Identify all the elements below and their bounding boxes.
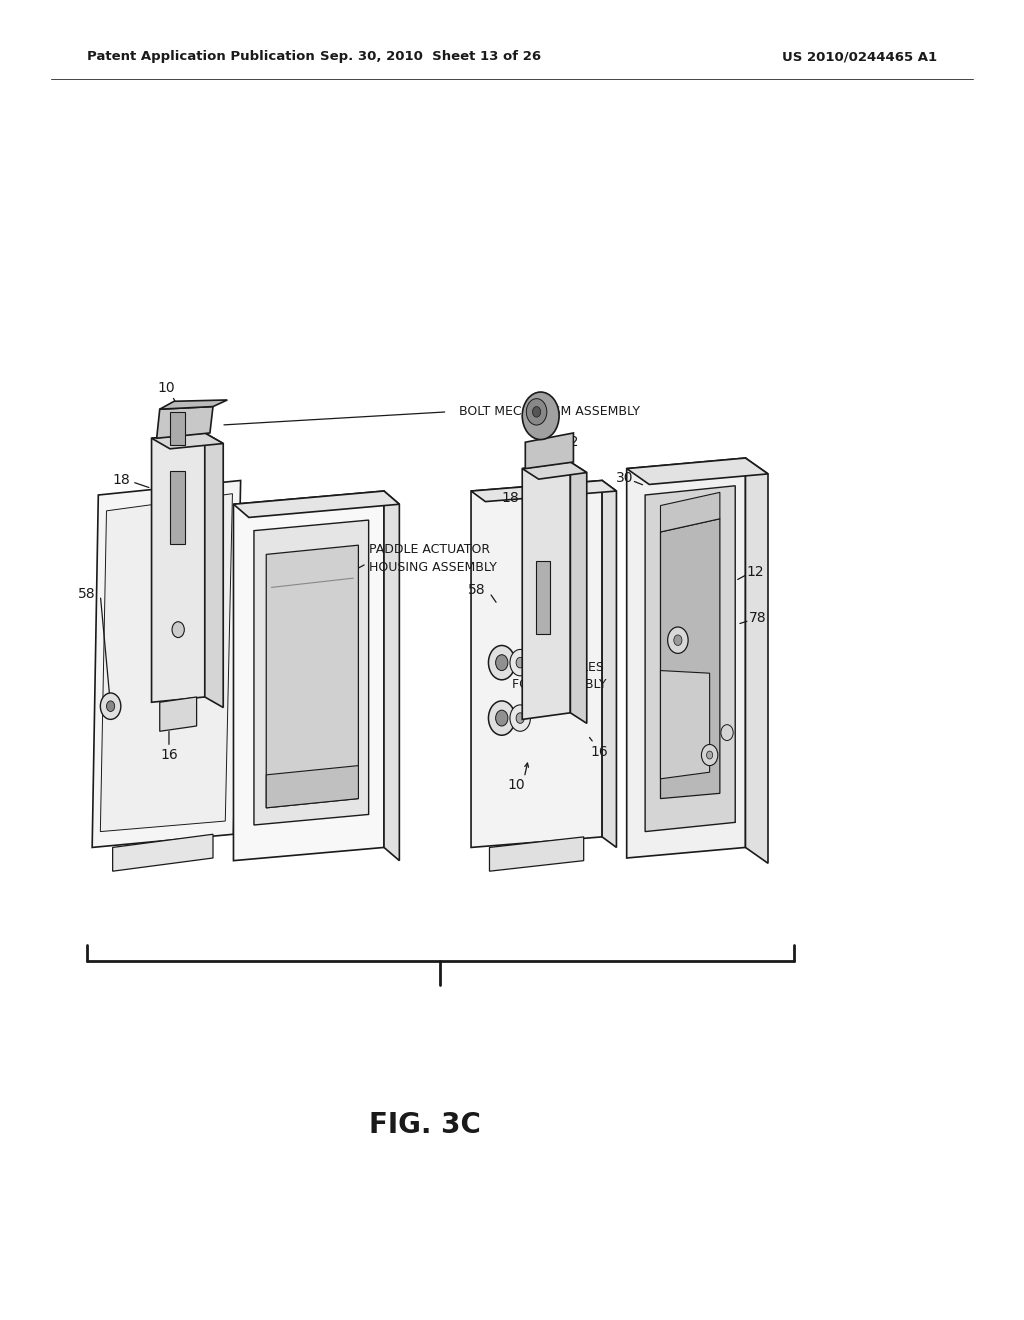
Polygon shape: [522, 462, 587, 479]
Circle shape: [516, 713, 524, 723]
Polygon shape: [627, 458, 745, 858]
Polygon shape: [660, 492, 720, 532]
Text: SCREW HOLES
FOR ASSEMBLY: SCREW HOLES FOR ASSEMBLY: [512, 660, 606, 692]
Text: 12: 12: [325, 667, 343, 680]
Text: 30: 30: [615, 471, 634, 484]
Text: Sep. 30, 2010  Sheet 13 of 26: Sep. 30, 2010 Sheet 13 of 26: [319, 50, 541, 63]
Polygon shape: [384, 491, 399, 861]
Polygon shape: [113, 834, 213, 871]
Polygon shape: [266, 545, 358, 808]
Text: FIG. 3C: FIG. 3C: [369, 1110, 481, 1139]
Polygon shape: [602, 480, 616, 847]
Text: Patent Application Publication: Patent Application Publication: [87, 50, 314, 63]
Circle shape: [674, 635, 682, 645]
Text: 10: 10: [157, 381, 175, 395]
Text: BOLT MECHANISM ASSEMBLY: BOLT MECHANISM ASSEMBLY: [459, 405, 640, 418]
Text: 18: 18: [501, 491, 519, 504]
Text: 16: 16: [590, 746, 608, 759]
Polygon shape: [254, 520, 369, 825]
Polygon shape: [471, 480, 616, 502]
Circle shape: [701, 744, 718, 766]
Circle shape: [510, 705, 530, 731]
Text: 58: 58: [78, 587, 96, 601]
Text: 12: 12: [746, 565, 765, 578]
Polygon shape: [266, 766, 358, 808]
Circle shape: [721, 725, 733, 741]
Polygon shape: [570, 462, 587, 723]
Circle shape: [516, 657, 524, 668]
Polygon shape: [233, 491, 384, 861]
Text: PADDLE ACTUATOR
HOUSING ASSEMBLY: PADDLE ACTUATOR HOUSING ASSEMBLY: [369, 543, 497, 574]
Polygon shape: [205, 433, 223, 708]
Circle shape: [106, 701, 115, 711]
Text: 10: 10: [507, 779, 525, 792]
Text: 58: 58: [468, 583, 486, 597]
Circle shape: [510, 649, 530, 676]
Polygon shape: [627, 458, 768, 484]
Polygon shape: [522, 462, 570, 719]
Polygon shape: [536, 561, 550, 634]
Polygon shape: [489, 837, 584, 871]
Polygon shape: [233, 491, 399, 517]
Text: 16: 16: [160, 748, 178, 762]
Circle shape: [707, 751, 713, 759]
Polygon shape: [645, 486, 735, 832]
Polygon shape: [152, 433, 223, 449]
Polygon shape: [170, 471, 185, 544]
Circle shape: [668, 627, 688, 653]
Polygon shape: [152, 433, 205, 702]
Circle shape: [496, 710, 508, 726]
Circle shape: [532, 407, 541, 417]
Polygon shape: [157, 407, 213, 438]
Polygon shape: [525, 433, 573, 469]
Polygon shape: [471, 480, 602, 847]
Circle shape: [496, 655, 508, 671]
Circle shape: [488, 645, 515, 680]
Polygon shape: [745, 458, 768, 863]
Circle shape: [526, 399, 547, 425]
Polygon shape: [160, 400, 227, 409]
Circle shape: [100, 693, 121, 719]
Polygon shape: [170, 412, 185, 445]
Text: US 2010/0244465 A1: US 2010/0244465 A1: [782, 50, 937, 63]
Polygon shape: [92, 480, 241, 847]
Text: 22: 22: [560, 436, 579, 449]
Polygon shape: [100, 494, 232, 832]
Circle shape: [522, 392, 559, 440]
Polygon shape: [160, 697, 197, 731]
Circle shape: [488, 701, 515, 735]
Text: 18: 18: [112, 474, 130, 487]
Circle shape: [172, 622, 184, 638]
Text: 78: 78: [749, 611, 767, 624]
Polygon shape: [660, 519, 720, 799]
Polygon shape: [660, 671, 710, 779]
